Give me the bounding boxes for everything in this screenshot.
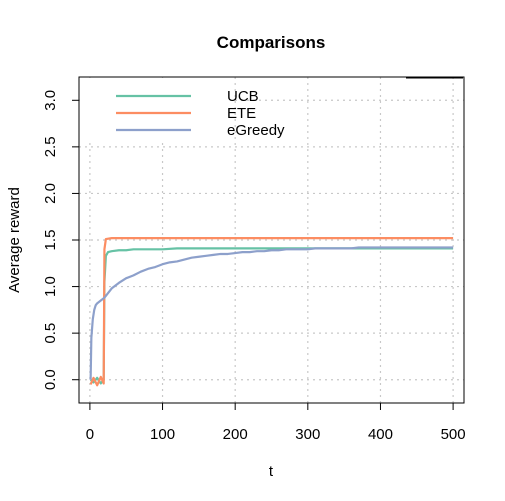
y-tick-label-6: 3.0: [42, 90, 59, 111]
y-tick-label-2: 1.0: [42, 276, 59, 297]
x-tick-label-0: 0: [86, 426, 94, 443]
x-tick-label-2: 200: [223, 426, 248, 443]
y-tick-label-1: 0.5: [42, 323, 59, 344]
x-axis: 0 100 200 300 400 500: [86, 402, 466, 443]
legend-label-ete: ETE: [227, 105, 256, 122]
x-tick-label-3: 300: [295, 426, 320, 443]
series-lines: [89, 237, 454, 387]
series-line-egreedy: [89, 246, 454, 380]
y-axis: 0.0 0.5 1.0 1.5 2.0 2.5 3.0: [42, 90, 80, 390]
y-tick-label-4: 2.0: [42, 183, 59, 204]
y-axis-title: Average reward: [6, 187, 23, 293]
chart-title: Comparisons: [217, 33, 326, 52]
x-tick-label-1: 100: [150, 426, 175, 443]
series-line-ete: [89, 237, 454, 387]
x-tick-label-5: 500: [441, 426, 466, 443]
y-tick-label-0: 0.0: [42, 369, 59, 390]
y-tick-label-3: 1.5: [42, 230, 59, 251]
x-tick-label-4: 400: [368, 426, 393, 443]
legend-label-ucb: UCB: [227, 88, 259, 105]
legend-label-egreedy: eGreedy: [227, 122, 285, 139]
x-axis-title: t: [269, 463, 274, 480]
y-tick-label-5: 2.5: [42, 136, 59, 157]
